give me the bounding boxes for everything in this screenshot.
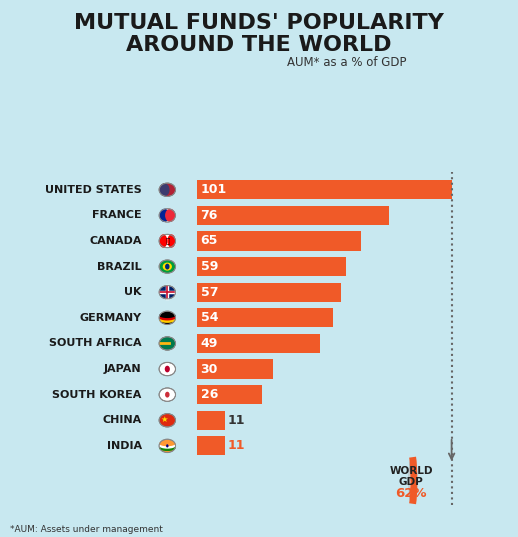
Text: JAPAN: JAPAN [104,364,142,374]
Text: INDIA: INDIA [107,441,142,451]
Ellipse shape [159,183,176,197]
Text: 49: 49 [200,337,218,350]
Ellipse shape [159,315,176,321]
Text: *AUM: Assets under management: *AUM: Assets under management [10,525,163,534]
Ellipse shape [159,362,176,376]
Ellipse shape [159,388,176,401]
Text: 76: 76 [200,209,218,222]
Circle shape [165,391,169,397]
Ellipse shape [159,441,176,446]
Ellipse shape [159,413,176,427]
Ellipse shape [159,337,176,350]
Text: SOUTH KOREA: SOUTH KOREA [52,390,142,400]
Text: CHINA: CHINA [103,415,142,425]
Bar [197,231,361,251]
Bar [197,359,272,379]
Ellipse shape [159,362,176,376]
Ellipse shape [159,337,176,350]
Text: 57: 57 [200,286,218,299]
Ellipse shape [160,183,169,197]
Bar [197,385,263,404]
Text: MUTUAL FUNDS' POPULARITY: MUTUAL FUNDS' POPULARITY [74,13,444,33]
Ellipse shape [159,209,176,222]
Ellipse shape [159,234,176,248]
Text: 🍁: 🍁 [165,238,169,244]
Text: FRANCE: FRANCE [92,211,142,220]
Ellipse shape [159,260,176,273]
Circle shape [165,264,169,270]
Text: AUM* as a % of GDP: AUM* as a % of GDP [287,56,407,69]
Ellipse shape [159,317,176,323]
Text: 30: 30 [200,362,218,375]
Text: 59: 59 [200,260,218,273]
Ellipse shape [159,413,176,427]
Ellipse shape [167,234,176,248]
Ellipse shape [165,209,175,222]
Bar [197,334,321,353]
Text: ★: ★ [160,415,167,424]
Ellipse shape [159,209,176,222]
Ellipse shape [159,313,176,318]
Ellipse shape [163,263,172,271]
Text: CANADA: CANADA [89,236,142,246]
Text: 11: 11 [227,439,244,452]
Text: 101: 101 [200,183,227,196]
Bar [197,411,225,430]
Ellipse shape [160,209,169,222]
Text: GERMANY: GERMANY [80,313,142,323]
Text: GDP: GDP [399,477,424,487]
Circle shape [166,444,168,447]
Text: 54: 54 [200,311,218,324]
Text: 11: 11 [227,414,244,427]
Text: UNITED STATES: UNITED STATES [45,185,142,195]
Ellipse shape [159,446,176,451]
Text: BRAZIL: BRAZIL [97,262,142,272]
Bar [197,436,225,455]
Ellipse shape [159,443,176,449]
Bar [197,257,346,276]
Ellipse shape [159,311,176,324]
Text: 26: 26 [200,388,218,401]
Ellipse shape [159,183,176,197]
Text: AROUND THE WORLD: AROUND THE WORLD [126,35,392,55]
Ellipse shape [159,439,176,453]
Bar [197,180,452,199]
Bar [197,282,341,302]
Text: 65: 65 [200,235,218,248]
Bar [197,206,388,225]
Ellipse shape [159,286,176,299]
Text: 62%: 62% [396,487,427,500]
Text: UK: UK [124,287,142,297]
Ellipse shape [159,388,176,401]
Bar [197,308,333,328]
Ellipse shape [159,234,167,248]
Circle shape [409,459,413,502]
Text: SOUTH AFRICA: SOUTH AFRICA [49,338,142,349]
Circle shape [165,366,170,372]
Text: WORLD: WORLD [390,466,433,476]
Ellipse shape [159,286,176,299]
Ellipse shape [159,234,176,248]
